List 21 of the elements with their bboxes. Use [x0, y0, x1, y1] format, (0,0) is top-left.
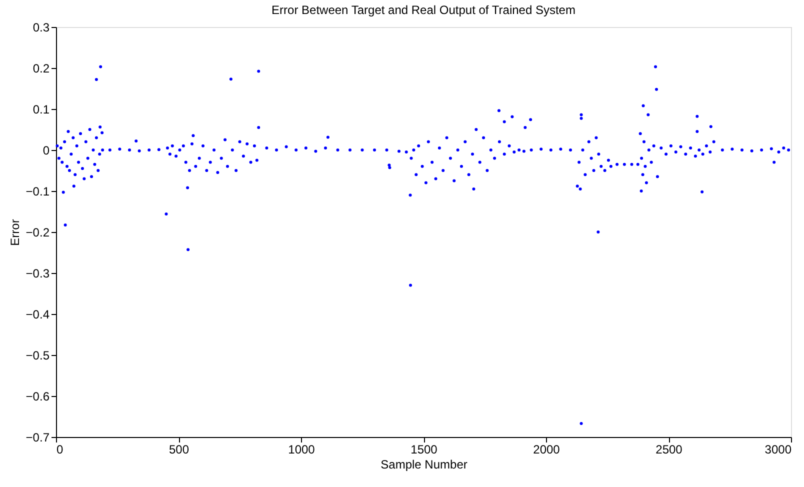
y-tick-label: −0.4 — [26, 308, 50, 322]
y-tick-label: −0.5 — [26, 348, 50, 362]
x-tick-label: 500 — [168, 442, 190, 456]
y-tick-label: 0.2 — [32, 62, 50, 76]
x-tick-label: 2500 — [656, 442, 683, 456]
y-tick-label: 0.3 — [32, 20, 50, 34]
y-tick-label: 0 — [42, 144, 50, 158]
x-tick-label: 1000 — [288, 442, 316, 456]
y-tick-label: 0.1 — [32, 102, 50, 116]
x-axis-title: Sample Number — [380, 458, 468, 472]
y-axis-title: Error — [8, 219, 22, 246]
chart-title: Error Between Target and Real Output of Trained System — [272, 3, 576, 17]
x-tick-label: 2000 — [533, 442, 560, 456]
x-tick-label: 0 — [56, 442, 64, 456]
y-tick-label: −0.1 — [26, 184, 50, 198]
y-tick-label: −0.2 — [26, 226, 50, 240]
x-tick-label: 3000 — [764, 442, 792, 456]
x-tick-label: 1500 — [410, 442, 438, 456]
y-tick-label: −0.6 — [26, 390, 50, 404]
y-tick-label: −0.3 — [26, 266, 50, 280]
y-tick-label: −0.7 — [26, 430, 50, 444]
